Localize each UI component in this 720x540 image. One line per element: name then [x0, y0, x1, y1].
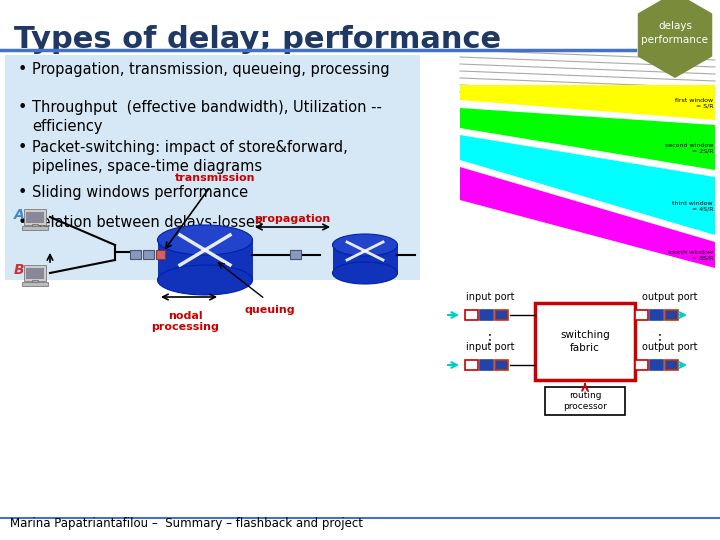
Text: queuing: queuing: [245, 305, 295, 315]
Text: Sliding windows performance: Sliding windows performance: [32, 185, 248, 200]
Text: •: •: [18, 140, 27, 155]
Polygon shape: [460, 108, 715, 170]
Ellipse shape: [333, 234, 397, 256]
Text: Types of delay; performance: Types of delay; performance: [14, 25, 501, 54]
Text: ⋮: ⋮: [483, 333, 497, 347]
Text: •: •: [18, 185, 27, 200]
Bar: [290, 250, 301, 259]
Text: output port: output port: [642, 292, 698, 302]
Text: first window
= S/R: first window = S/R: [675, 98, 713, 109]
Bar: [495, 310, 508, 320]
Bar: [665, 310, 678, 320]
Text: Marina Papatriantafilou –  Summary – flashback and project: Marina Papatriantafilou – Summary – flas…: [10, 517, 363, 530]
Text: •: •: [18, 62, 27, 77]
Text: routing
processor: routing processor: [563, 392, 607, 411]
Bar: [665, 360, 678, 370]
Text: •: •: [18, 215, 27, 230]
Text: switching
fabric: switching fabric: [560, 330, 610, 353]
Text: Relation between delays-losses: Relation between delays-losses: [32, 215, 263, 230]
Text: B: B: [14, 263, 24, 277]
Bar: [32, 224, 38, 227]
Text: third window
= 4S/R: third window = 4S/R: [672, 200, 713, 211]
Text: Propagation, transmission, queueing, processing: Propagation, transmission, queueing, pro…: [32, 62, 390, 77]
Text: second window
= 2S/R: second window = 2S/R: [665, 143, 713, 153]
Polygon shape: [638, 0, 712, 78]
Ellipse shape: [158, 265, 253, 295]
Bar: [158, 240, 253, 280]
Text: output port: output port: [642, 342, 698, 352]
Polygon shape: [460, 85, 715, 120]
Bar: [650, 310, 663, 320]
Polygon shape: [460, 167, 715, 268]
Bar: [495, 360, 508, 370]
Text: nodal
processing: nodal processing: [151, 311, 219, 332]
Bar: [24, 209, 46, 225]
Bar: [32, 280, 38, 283]
Bar: [26, 268, 44, 279]
Text: Packet-switching: impact of store&forward,
pipelines, space-time diagrams: Packet-switching: impact of store&forwar…: [32, 140, 348, 173]
Bar: [480, 360, 493, 370]
Bar: [635, 360, 648, 370]
Text: propagation: propagation: [254, 214, 330, 224]
Bar: [535, 303, 635, 380]
Bar: [5, 55, 420, 280]
Text: Throughput  (effective bandwidth), Utilization --
efficiency: Throughput (effective bandwidth), Utiliz…: [32, 100, 382, 133]
Bar: [333, 245, 398, 273]
Text: input port: input port: [466, 342, 514, 352]
Bar: [465, 310, 478, 320]
Bar: [130, 250, 141, 259]
Bar: [22, 226, 48, 230]
Polygon shape: [460, 135, 715, 235]
Bar: [156, 250, 165, 259]
Ellipse shape: [158, 225, 253, 255]
Text: input port: input port: [466, 292, 514, 302]
Ellipse shape: [333, 262, 397, 284]
Text: fourth window
= 8S/R: fourth window = 8S/R: [668, 249, 713, 260]
Bar: [465, 360, 478, 370]
Bar: [545, 387, 625, 415]
Bar: [143, 250, 154, 259]
Text: •: •: [18, 100, 27, 115]
Bar: [26, 212, 44, 223]
Bar: [650, 360, 663, 370]
Bar: [24, 265, 46, 281]
Bar: [480, 310, 493, 320]
Bar: [22, 282, 48, 286]
Text: transmission: transmission: [175, 173, 256, 183]
Text: A: A: [14, 208, 24, 222]
Text: delays
performance: delays performance: [642, 22, 708, 45]
Bar: [635, 310, 648, 320]
Text: ⋮: ⋮: [653, 333, 667, 347]
